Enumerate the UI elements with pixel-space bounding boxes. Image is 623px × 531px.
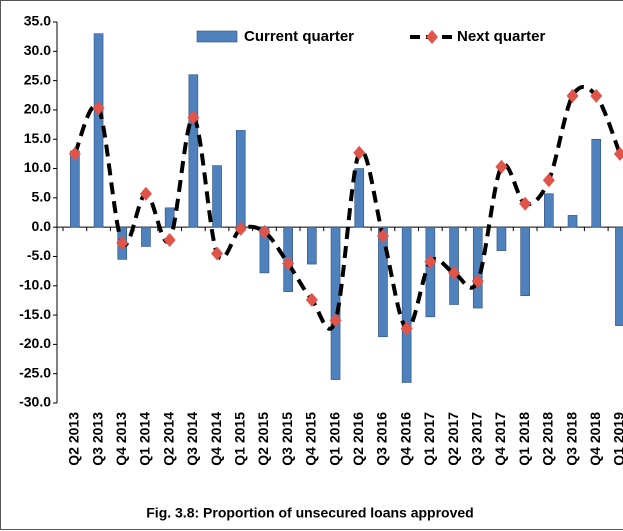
y-tick-label: -5.0 — [27, 247, 51, 263]
x-tick-label: Q4 2018 — [587, 412, 603, 466]
x-tick-label: Q3 2015 — [279, 412, 295, 466]
y-tick-label: 20.0 — [24, 101, 51, 117]
legend-marker — [426, 30, 438, 44]
bar — [70, 150, 80, 228]
marker — [566, 88, 579, 103]
marker — [163, 233, 176, 248]
bar — [615, 226, 623, 326]
y-tick-label: 5.0 — [32, 189, 52, 205]
bar — [425, 226, 436, 318]
x-tick-label: Q4 2017 — [492, 412, 508, 466]
x-tick-label: Q3 2014 — [184, 412, 200, 466]
bar — [544, 193, 554, 228]
marker — [187, 110, 200, 125]
y-tick-label: 35.0 — [24, 13, 51, 29]
marker — [519, 196, 532, 211]
bar — [93, 33, 104, 228]
line — [72, 84, 622, 331]
bar — [401, 226, 412, 383]
x-tick-label: Q3 2016 — [374, 412, 390, 466]
y-tick-label: 0.0 — [32, 218, 52, 234]
legend-label: Current quarter — [244, 28, 354, 45]
y-tick-label: -20.0 — [19, 335, 51, 351]
x-tick-label: Q1 2017 — [421, 412, 437, 466]
y-tick-label: 30.0 — [24, 42, 51, 58]
marker — [471, 274, 484, 289]
bar — [496, 226, 507, 251]
marker — [353, 145, 366, 160]
marker — [282, 256, 295, 271]
legend-label: Next quarter — [457, 28, 546, 45]
y-tick-label: -25.0 — [19, 364, 51, 380]
marker — [542, 173, 555, 188]
bar — [212, 165, 222, 228]
x-tick-label: Q1 2015 — [231, 412, 247, 466]
marker — [234, 221, 247, 236]
marker — [211, 246, 224, 261]
bar — [378, 226, 388, 338]
x-tick-label: Q1 2014 — [137, 412, 153, 466]
bar — [567, 215, 578, 228]
x-tick-label: Q4 2016 — [397, 412, 413, 466]
marker — [590, 88, 603, 103]
y-tick-label: -30.0 — [19, 394, 51, 410]
y-tick-label: -10.0 — [19, 276, 51, 292]
x-tick-label: Q3 2018 — [563, 412, 579, 466]
x-tick-label: Q3 2017 — [468, 412, 484, 466]
marker — [139, 186, 152, 201]
bar — [591, 138, 602, 228]
marker — [329, 313, 342, 328]
y-tick-label: 25.0 — [24, 71, 51, 87]
bar — [449, 226, 459, 305]
x-tick-label: Q2 2014 — [160, 412, 176, 466]
bar — [307, 226, 317, 265]
y-tick-label: 10.0 — [24, 159, 51, 175]
marker — [400, 321, 413, 336]
x-tick-label: Q4 2013 — [113, 412, 129, 466]
marker — [68, 146, 81, 161]
x-tick-label: Q3 2013 — [89, 412, 105, 466]
marker — [376, 228, 389, 243]
bar — [354, 168, 365, 228]
x-tick-label: Q2 2018 — [540, 412, 556, 466]
bar — [188, 74, 199, 228]
bar — [141, 226, 151, 247]
marker — [258, 224, 271, 239]
marker — [116, 235, 129, 250]
legend-swatch — [196, 30, 238, 43]
bar — [235, 130, 246, 228]
x-tick-label: Q4 2014 — [208, 412, 224, 466]
x-tick-label: Q4 2015 — [303, 412, 319, 466]
bar — [520, 226, 530, 297]
caption: Fig. 3.8: Proportion of unsecured loans … — [146, 505, 473, 521]
marker — [613, 146, 623, 161]
x-tick-label: Q2 2016 — [350, 412, 366, 466]
y-tick-label: 15.0 — [24, 130, 51, 146]
y-tick-label: -15.0 — [19, 306, 51, 322]
marker — [448, 265, 461, 280]
marker — [495, 159, 508, 174]
x-tick-label: Q2 2015 — [255, 412, 271, 466]
marker — [92, 101, 105, 116]
x-tick-label: Q2 2017 — [445, 412, 461, 466]
marker — [305, 292, 318, 307]
x-tick-label: Q1 2016 — [326, 412, 342, 466]
x-tick-label: Q1 2018 — [516, 412, 532, 466]
x-tick-label: Q1 2019 — [611, 412, 623, 466]
marker — [424, 254, 437, 269]
x-tick-label: Q2 2013 — [66, 412, 82, 466]
